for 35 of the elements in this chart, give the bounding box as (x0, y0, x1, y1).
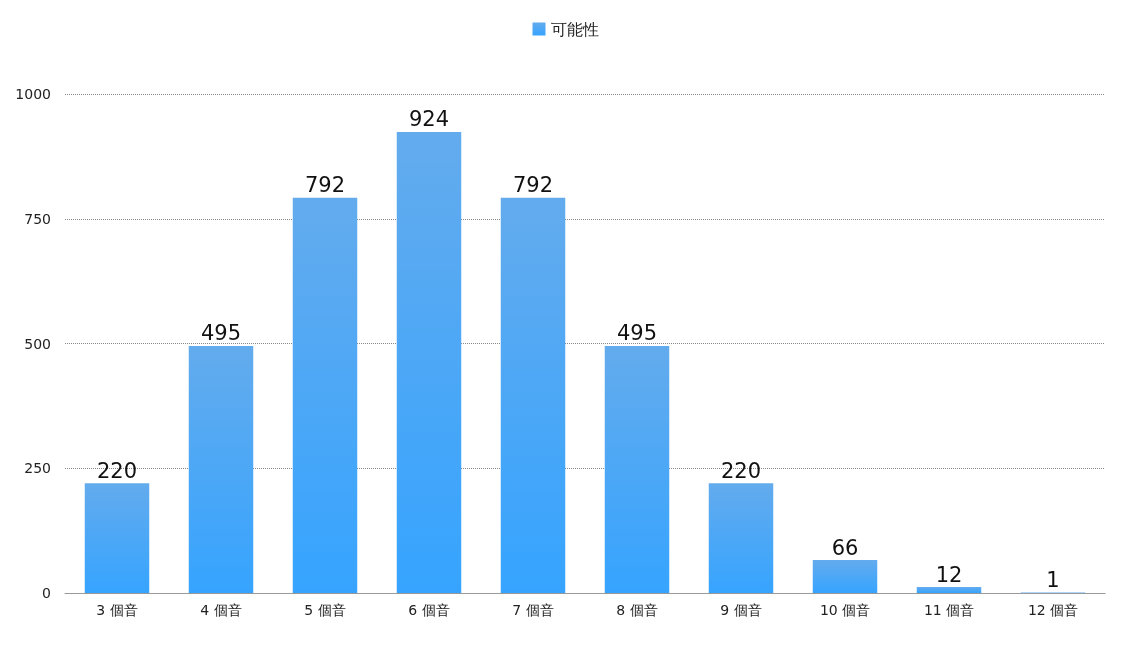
x-tick-label: 8 個音 (616, 602, 658, 618)
data-label: 12 (935, 562, 963, 587)
data-label: 792 (304, 173, 346, 198)
data-label: 792 (512, 173, 554, 198)
data-label: 66 (831, 535, 859, 560)
data-label: 220 (720, 458, 762, 483)
bar (396, 131, 462, 593)
y-tick-label: 500 (24, 335, 51, 352)
bar (188, 346, 254, 593)
bar (500, 197, 566, 593)
data-label: 495 (616, 321, 658, 346)
y-tick-label: 1000 (15, 86, 51, 102)
x-tick-label: 5 個音 (304, 602, 346, 618)
x-tick-label: 10 個音 (819, 602, 871, 618)
x-tick-label: 4 個音 (200, 602, 242, 618)
data-label: 220 (96, 458, 138, 483)
x-tick-label: 7 個音 (512, 602, 554, 618)
y-tick-label: 250 (24, 460, 51, 477)
x-tick-label: 12 個音 (1027, 602, 1079, 618)
bar (708, 483, 774, 593)
bar (84, 483, 150, 593)
data-label: 495 (200, 321, 242, 346)
bar (812, 560, 878, 593)
data-label: 924 (408, 107, 450, 132)
x-tick-label: 11 個音 (923, 602, 975, 618)
data-label: 1 (1046, 568, 1060, 592)
x-tick-label: 3 個音 (96, 602, 138, 618)
y-tick-label: 750 (24, 210, 51, 227)
bar (292, 197, 358, 593)
x-tick-label: 6 個音 (408, 602, 450, 618)
bar (604, 346, 670, 593)
legend-label: 可能性 (550, 19, 599, 39)
x-tick-label: 9 個音 (720, 602, 762, 618)
bar (916, 587, 982, 593)
y-tick-label: 0 (42, 585, 51, 601)
